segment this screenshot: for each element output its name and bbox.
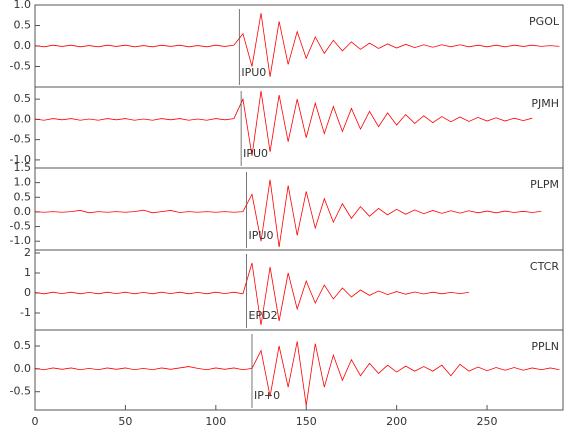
x-tick-label: 50 (118, 415, 132, 428)
y-tick-label: 2 (24, 246, 31, 259)
panel-frame (34, 167, 564, 251)
waveform (34, 179, 542, 248)
y-tick-label: -1.0 (10, 234, 31, 247)
station-label: PGOL (529, 15, 560, 28)
y-tick-label: 1.5 (14, 161, 32, 174)
panel-frame (34, 329, 564, 411)
panel-frame (34, 86, 564, 169)
y-tick-label: -0.5 (10, 133, 31, 146)
y-tick-label: 0.0 (14, 205, 32, 218)
panel-frame (34, 249, 564, 331)
pick-label: IPU0 (249, 229, 274, 242)
y-tick-label: 1.0 (14, 0, 32, 11)
y-tick-label: 1 (24, 266, 31, 279)
y-tick-label: 0 (24, 286, 31, 299)
y-tick-label: 0.5 (14, 19, 32, 32)
y-tick-label: 0.5 (14, 92, 32, 105)
y-tick-label: -0.5 (10, 220, 31, 233)
y-tick-label: -1 (20, 306, 31, 319)
x-tick-label: 200 (386, 415, 407, 428)
station-label: PPLN (531, 340, 559, 353)
waveform (34, 341, 560, 406)
y-tick-label: -0.5 (10, 385, 31, 398)
y-tick-label: 0.0 (14, 112, 32, 125)
y-tick-label: -1.0 (10, 153, 31, 166)
waveform (34, 90, 533, 156)
pick-label: IPU0 (243, 147, 268, 160)
y-tick-label: 1.0 (14, 176, 32, 189)
y-tick-label: 0.0 (14, 362, 32, 375)
x-tick-label: 250 (477, 415, 498, 428)
x-tick-label: 0 (32, 415, 39, 428)
x-tick-label: 150 (296, 415, 317, 428)
station-label: PJMH (531, 97, 559, 110)
y-tick-label: -0.5 (10, 60, 31, 73)
pick-label: IP+0 (254, 389, 280, 402)
station-label: CTCR (530, 260, 559, 273)
x-tick-label: 100 (205, 415, 226, 428)
pick-label: EPD2 (249, 309, 278, 322)
waveform (34, 262, 470, 326)
station-label: PLPM (530, 178, 559, 191)
waveform (34, 13, 560, 77)
y-tick-label: 0.5 (14, 190, 32, 203)
y-tick-label: 0.5 (14, 339, 32, 352)
y-tick-label: 0.0 (14, 39, 32, 52)
pick-label: IPU0 (241, 66, 266, 79)
